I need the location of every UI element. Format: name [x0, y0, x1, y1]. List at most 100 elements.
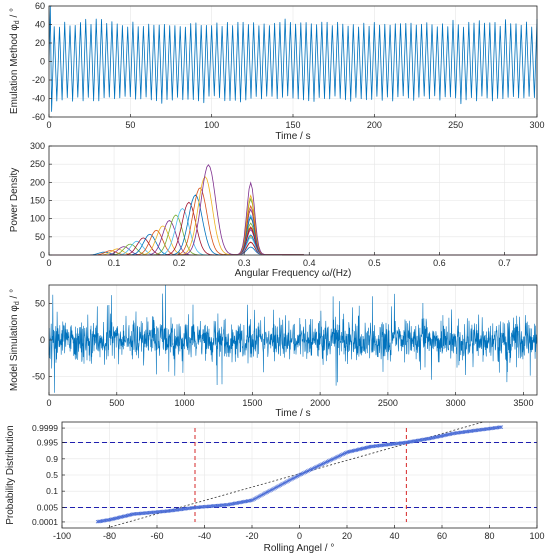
p4-ylabel: Probability Distribution [5, 425, 16, 525]
p4-xtick-label: 80 [484, 531, 494, 541]
p2-ytick-label: 0 [40, 250, 45, 260]
p3-ytick-label: 0 [40, 335, 45, 345]
p2-spectrum-curve [49, 208, 537, 256]
p3-xtick-label: 1500 [242, 398, 262, 408]
p1-grid [48, 5, 538, 118]
p4-ytick-label: 0.995 [37, 437, 59, 447]
p2-xtick-label: 0.7 [498, 258, 511, 268]
p2-spectrum-curve [49, 222, 537, 256]
p3-xtick-label: 0 [46, 398, 51, 408]
p3-xtick-label: 1000 [175, 398, 195, 408]
panel-emulation: 0 50 100 150 200 250 300 -60 -40 -20 0 20 40 60 Time… [9, 1, 545, 142]
p2-ytick-label: 300 [30, 141, 45, 151]
p4-qq-marker [127, 513, 131, 517]
p4-xtick-label: 40 [389, 531, 399, 541]
p2-yticks: 0 50 100 150 200 250 300 [30, 141, 52, 260]
p2-ytick-label: 150 [30, 196, 45, 206]
p3-ytick-label: -50 [32, 372, 45, 382]
p1-xtick-label: 50 [125, 120, 135, 130]
p4-yticks: 0.0001 0.005 0.1 0.5 0.9 0.995 0.9999 [32, 423, 65, 527]
p4-qq-marker [114, 516, 118, 521]
p2-spectrum-curve [49, 176, 537, 256]
p1-ytick-label: 60 [35, 1, 45, 11]
p3-yticks: -50 0 50 [32, 298, 52, 382]
p3-xtick-label: 2000 [310, 398, 330, 408]
p4-qq-marker [248, 498, 253, 503]
p1-signal-line [48, 5, 538, 112]
p2-spectrum-curve [49, 194, 537, 256]
p1-ytick-label: -60 [32, 112, 45, 122]
p4-qq-marker [245, 499, 250, 503]
p4-qq-marker [434, 435, 438, 440]
p4-ytick-label: 0.9 [46, 454, 58, 464]
p1-xtick-label: 200 [367, 120, 382, 130]
p4-qq-marker [428, 436, 433, 441]
p3-ytick-label: 50 [35, 298, 45, 308]
p2-spectrum-curve [49, 187, 537, 256]
p4-xtick-label: -100 [53, 531, 71, 541]
p4-qq-marker [99, 519, 104, 523]
p4-ytick-label: 0.005 [37, 503, 59, 513]
p4-qq-marker [364, 445, 369, 450]
p2-ylabel: Power Density [9, 168, 20, 232]
p1-yticks: -60 -40 -20 0 20 40 60 [32, 1, 52, 122]
p4-qq-marker [123, 514, 127, 518]
p2-spectrum-curve [49, 241, 537, 256]
p1-xtick-label: 0 [46, 120, 51, 130]
p2-ytick-label: 50 [35, 232, 45, 242]
p4-xtick-label: -60 [150, 531, 163, 541]
p4-xtick-label: -80 [103, 531, 116, 541]
p4-qq-marker [120, 514, 125, 519]
p1-ylabel: Emulation Method φd / ° [9, 8, 21, 114]
p2-xtick-label: 0.5 [368, 258, 381, 268]
p1-xticks: 0 50 100 150 200 250 300 [46, 114, 545, 130]
p4-qq-marker [498, 425, 502, 430]
p1-xtick-label: 250 [448, 120, 463, 130]
p2-xtick-label: 0 [46, 258, 51, 268]
panel-probability: -100 -80 -60 -40 -20 0 20 40 60 80 100 0.0001 0.005… [5, 421, 545, 554]
p4-xtick-label: 60 [437, 531, 447, 541]
p2-spectrum-curve [49, 233, 537, 256]
p4-qq-markers [95, 425, 504, 524]
p2-spectrum-curve [49, 216, 537, 256]
panel-power-density: 0 0.1 0.2 0.3 0.4 0.5 0.6 0.7 0 50 100 150 200 250 30… [9, 141, 538, 279]
p1-ytick-label: -40 [32, 94, 45, 104]
p2-ytick-label: 100 [30, 214, 45, 224]
p4-qq-marker [112, 516, 117, 521]
p4-xtick-label: -20 [245, 531, 258, 541]
p1-xlabel: Time / s [275, 131, 310, 142]
p1-ytick-label: 0 [40, 57, 45, 67]
p3-xtick-label: 2500 [378, 398, 398, 408]
p3-xtick-label: 3000 [446, 398, 466, 408]
p2-xtick-label: 0.6 [433, 258, 446, 268]
p1-xtick-label: 150 [285, 120, 300, 130]
p1-xtick-label: 100 [204, 120, 219, 130]
p4-ytick-label: 0.9999 [32, 423, 58, 433]
p2-spectrum-curve [49, 207, 537, 256]
p3-xticks: 0 500 1000 1500 2000 2500 3000 3500 [46, 392, 533, 408]
p3-xtick-label: 3500 [513, 398, 533, 408]
p4-xticks: -100 -80 -60 -40 -20 0 20 40 60 80 100 [53, 525, 545, 541]
p2-ytick-label: 200 [30, 177, 45, 187]
p2-spectrum-curve [49, 237, 537, 256]
p4-xtick-label: 100 [529, 531, 544, 541]
p1-series-line [48, 5, 538, 112]
p1-xtick-label: 300 [529, 120, 544, 130]
p3-series-line [48, 284, 538, 393]
p4-ytick-label: 0.0001 [32, 517, 58, 527]
p2-spectrum-curve [49, 214, 537, 256]
p4-qq-marker [350, 449, 355, 453]
p3-xtick-label: 500 [109, 398, 124, 408]
panel-model-simulation: 0 500 1000 1500 2000 2500 3000 3500 -50 0 50 Time… [9, 284, 538, 419]
p4-xtick-label: 0 [297, 531, 302, 541]
p4-xlabel: Rolling Angel / ° [264, 543, 335, 554]
p2-ytick-label: 250 [30, 159, 45, 169]
p3-signal-line [48, 284, 538, 393]
p3-ylabel: Model Simulation φd / ° [9, 289, 21, 391]
p2-spectrum-curve [49, 235, 537, 256]
p3-xlabel: Time / s [275, 408, 310, 419]
p4-xtick-label: 20 [342, 531, 352, 541]
p2-spectrum-curve [49, 164, 537, 256]
p2-xtick-label: 0.2 [173, 258, 186, 268]
p3-grid [48, 285, 537, 395]
